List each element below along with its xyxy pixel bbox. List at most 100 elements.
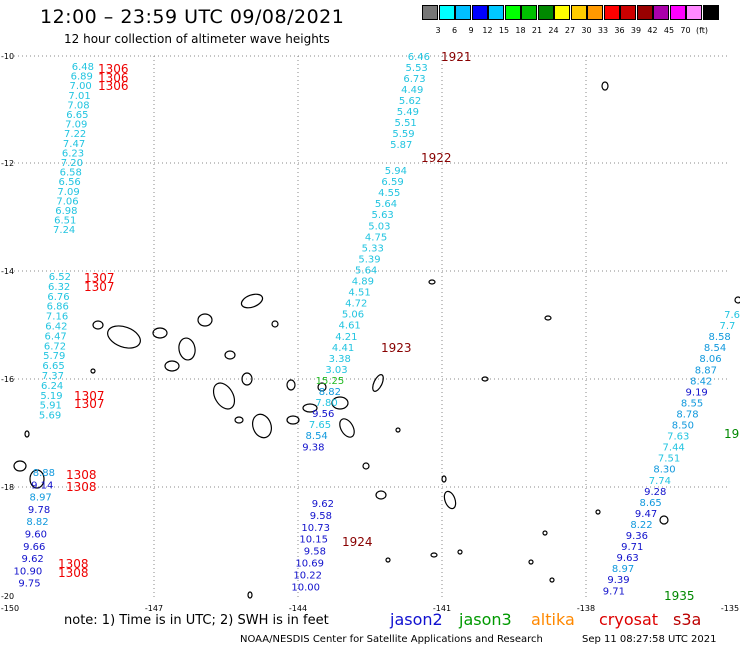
pass-time-label: 1308 bbox=[66, 468, 97, 482]
color-swatch bbox=[455, 5, 471, 20]
wave-height-value: 5.64 bbox=[375, 199, 397, 210]
lon-label: -144 bbox=[289, 604, 307, 613]
page-title: 12:00 – 23:59 UTC 09/08/2021 bbox=[40, 6, 345, 28]
lon-label: -135 bbox=[721, 604, 739, 613]
wave-height-value: 8.58 bbox=[709, 332, 731, 343]
wave-height-value: 8.54 bbox=[704, 343, 726, 354]
wave-height-value: 6.65 bbox=[42, 361, 64, 372]
axis-labels: -10 -12 -14 -16 -18 -20 -150 -147 -144 -141 -138 -1… bbox=[1, 52, 739, 613]
color-swatch bbox=[504, 5, 521, 20]
wave-height-value: 4.51 bbox=[348, 288, 370, 299]
lat-lon-grid bbox=[10, 55, 730, 600]
wave-height-value: 9.63 bbox=[617, 553, 639, 564]
pass-time-label: 1923 bbox=[381, 341, 412, 355]
lat-label: -20 bbox=[1, 592, 14, 601]
color-scale-label: 30 bbox=[581, 26, 592, 35]
pass-time-labels: 1921192219231924130613061306130713071307… bbox=[58, 50, 739, 603]
wave-height-value: 5.63 bbox=[372, 210, 394, 221]
color-scale-label: 36 bbox=[614, 26, 625, 35]
footer-credit: NOAA/NESDIS Center for Satellite Applica… bbox=[240, 634, 543, 645]
wave-height-value: 6.86 bbox=[47, 302, 69, 313]
wave-height-value: 6.23 bbox=[62, 148, 84, 159]
wave-height-value: 8.30 bbox=[653, 465, 675, 476]
wave-height-value: 7.22 bbox=[64, 129, 86, 140]
lon-label: -147 bbox=[145, 604, 163, 613]
wave-height-value: 5.53 bbox=[406, 63, 428, 74]
wave-height-value: 8.55 bbox=[681, 398, 703, 409]
wave-height-value: 6.32 bbox=[48, 282, 70, 293]
color-swatch bbox=[702, 5, 719, 20]
wave-height-value: 9.14 bbox=[31, 480, 53, 491]
wave-height-value: 7.01 bbox=[68, 91, 90, 102]
pass-time-label: 1307 bbox=[74, 389, 105, 403]
wave-height-value: 9.56 bbox=[312, 409, 334, 420]
wave-height-value: 6.98 bbox=[55, 206, 77, 217]
wave-height-value: 6.89 bbox=[71, 72, 93, 83]
color-swatch bbox=[653, 5, 669, 20]
wave-height-value: 9.71 bbox=[621, 542, 643, 553]
wave-height-value: 5.19 bbox=[40, 391, 62, 402]
lon-label: -141 bbox=[433, 604, 451, 613]
color-scale-label: 33 bbox=[597, 26, 609, 35]
color-scale-label: 15 bbox=[498, 26, 510, 35]
lat-label: -16 bbox=[1, 375, 14, 384]
wave-height-value: 7.16 bbox=[46, 312, 68, 323]
color-swatch bbox=[636, 5, 653, 20]
wave-height-value: 9.36 bbox=[626, 531, 648, 542]
color-swatch bbox=[521, 5, 537, 20]
wave-height-value: 6.52 bbox=[49, 272, 71, 283]
wave-height-value: 6.65 bbox=[66, 110, 88, 121]
wave-height-value: 7.09 bbox=[57, 187, 79, 198]
color-swatch bbox=[471, 5, 488, 20]
wave-height-value: 8.42 bbox=[690, 376, 712, 387]
color-scale-label: 24 bbox=[548, 26, 559, 35]
wave-height-value: 7.20 bbox=[61, 158, 83, 169]
color-scale-label: 18 bbox=[515, 26, 526, 35]
color-swatch bbox=[620, 5, 636, 20]
wave-height-value: 6.47 bbox=[45, 331, 67, 342]
wave-height-value: 4.61 bbox=[339, 321, 361, 332]
color-scale-label: 39 bbox=[630, 26, 642, 35]
wave-height-value: 5.94 bbox=[385, 166, 407, 177]
color-swatch bbox=[422, 5, 438, 20]
wave-height-value: 5.51 bbox=[395, 118, 417, 129]
pass-time-label: 1307 bbox=[84, 271, 115, 285]
wave-height-value: 6.59 bbox=[381, 177, 403, 188]
color-scale-label: 3 bbox=[435, 26, 441, 35]
wave-height-value: 8.54 bbox=[306, 431, 328, 442]
pass-time-label: 1924 bbox=[342, 535, 373, 549]
legend-altika: altika bbox=[531, 610, 575, 629]
wave-height-value: 9.71 bbox=[603, 586, 625, 597]
pass-time-label: 1935 bbox=[664, 589, 695, 603]
legend-s3a: s3a bbox=[673, 610, 702, 629]
lon-label: -138 bbox=[577, 604, 595, 613]
wave-height-value: 5.06 bbox=[342, 310, 364, 321]
wave-height-value: 7.37 bbox=[42, 371, 64, 382]
color-swatch bbox=[488, 5, 504, 20]
wave-height-value: 9.58 bbox=[310, 511, 332, 522]
note-text: note: 1) Time is in UTC; 2) SWH is in fe… bbox=[64, 613, 329, 628]
wave-height-value: 6.72 bbox=[44, 341, 66, 352]
color-swatch bbox=[686, 5, 702, 20]
wave-height-value: 5.87 bbox=[390, 140, 412, 151]
color-swatch bbox=[669, 5, 686, 20]
wave-height-value: 4.89 bbox=[352, 277, 374, 288]
color-swatch bbox=[537, 5, 554, 20]
wave-height-value: 5.49 bbox=[397, 107, 419, 118]
pass-time-label: 1308 bbox=[58, 557, 89, 571]
pass-time-label: 1306 bbox=[98, 62, 129, 76]
wave-height-value: 9.19 bbox=[686, 387, 708, 398]
wave-height-value: 9.62 bbox=[312, 499, 334, 510]
legend-jason2: jason2 bbox=[390, 610, 443, 629]
wave-height-value: 9.58 bbox=[304, 547, 326, 558]
wave-height-value: 8.06 bbox=[699, 354, 721, 365]
wave-height-value: 3.03 bbox=[325, 365, 347, 376]
wave-height-value: 5.62 bbox=[399, 96, 421, 107]
wave-height-value: 9.66 bbox=[23, 542, 45, 553]
wave-height-value: 9.75 bbox=[18, 579, 40, 590]
wave-height-value: 7.7 bbox=[719, 321, 735, 332]
footer-timestamp: Sep 11 08:27:58 UTC 2021 bbox=[582, 634, 717, 645]
lat-label: -14 bbox=[1, 267, 14, 276]
wave-height-value: 6.56 bbox=[59, 177, 81, 188]
